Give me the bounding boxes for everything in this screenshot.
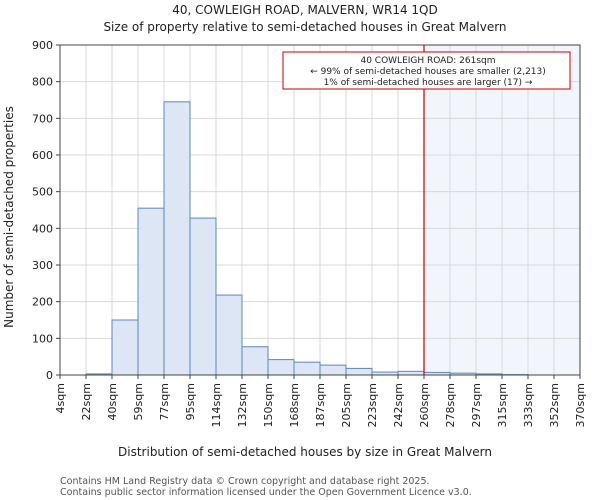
x-tick-label: 95sqm: [184, 383, 197, 420]
annotation-line-2: ← 99% of semi-detached houses are smalle…: [310, 67, 546, 77]
bar: [215, 294, 243, 376]
x-tick-label: 168sqm: [288, 383, 301, 427]
y-axis-ticks: 0 100 200 300 400 500 600 700 800 900: [32, 39, 60, 382]
x-tick-label: 22sqm: [80, 383, 93, 420]
x-tick-label: 333sqm: [522, 383, 535, 427]
x-tick-label: 77sqm: [158, 383, 171, 420]
x-tick-label: 315sqm: [496, 383, 509, 427]
bar: [293, 361, 321, 376]
bar: [241, 346, 269, 376]
y-axis-title: Number of semi-detached properties: [2, 106, 16, 328]
chart-title: 40, COWLEIGH ROAD, MALVERN, WR14 1QD: [172, 3, 437, 17]
x-tick-label: 370sqm: [574, 383, 587, 427]
y-tick-label: 300: [32, 259, 53, 272]
y-tick-label: 200: [32, 296, 53, 309]
y-tick-label: 500: [32, 186, 53, 199]
annotation-box: [282, 51, 571, 90]
x-tick-label: 352sqm: [548, 383, 561, 427]
y-tick-label: 100: [32, 332, 53, 345]
x-axis-title: Distribution of semi-detached houses by …: [118, 445, 492, 459]
y-tick-label: 700: [32, 112, 53, 125]
bar: [189, 217, 217, 376]
bar: [163, 101, 191, 376]
annotation-line-1: 40 COWLEIGH ROAD: 261sqm: [360, 56, 495, 66]
y-tick-label: 400: [32, 222, 53, 235]
y-tick-label: 900: [32, 39, 53, 52]
x-tick-label: 205sqm: [340, 383, 353, 427]
footer-line-2: Contains public sector information licen…: [60, 487, 472, 498]
bars: [85, 101, 529, 376]
footer-line-1: Contains HM Land Registry data © Crown c…: [60, 476, 430, 487]
x-axis-ticks: 4sqm 22sqm 40sqm 59sqm 77sqm 95sqm 114sqm 132sq…: [54, 375, 587, 427]
x-tick-label: 260sqm: [418, 383, 431, 427]
x-tick-label: 278sqm: [444, 383, 457, 427]
chart-subtitle: Size of property relative to semi-detach…: [103, 20, 506, 34]
bar: [111, 319, 139, 376]
x-tick-label: 297sqm: [470, 383, 483, 427]
bar: [267, 359, 295, 376]
y-tick-label: 600: [32, 149, 53, 162]
x-tick-label: 59sqm: [132, 383, 145, 420]
x-tick-label: 4sqm: [54, 383, 67, 413]
bar: [137, 207, 165, 376]
x-tick-label: 114sqm: [210, 383, 223, 427]
x-tick-label: 242sqm: [392, 383, 405, 427]
annotation-line-3: 1% of semi-detached houses are larger (1…: [324, 78, 533, 88]
bar: [345, 367, 373, 376]
x-tick-label: 150sqm: [262, 383, 275, 427]
bar: [319, 364, 347, 376]
plot-frame: [59, 44, 581, 376]
x-tick-label: 223sqm: [366, 383, 379, 427]
x-tick-label: 132sqm: [236, 383, 249, 427]
y-tick-label: 0: [46, 369, 53, 382]
bar: [397, 370, 425, 376]
x-tick-label: 187sqm: [314, 383, 327, 427]
x-tick-label: 40sqm: [106, 383, 119, 420]
y-tick-label: 800: [32, 76, 53, 89]
